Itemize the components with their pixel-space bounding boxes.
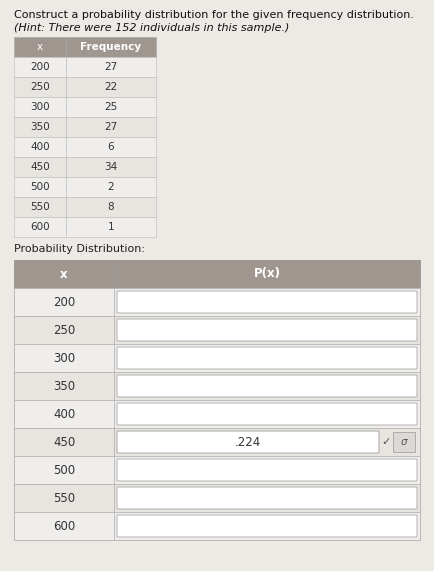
Bar xyxy=(66,117,156,137)
Bar xyxy=(14,428,114,456)
Text: 600: 600 xyxy=(53,520,75,533)
Bar xyxy=(14,372,114,400)
Bar xyxy=(14,137,66,157)
Text: 550: 550 xyxy=(53,492,75,505)
Bar xyxy=(14,260,114,288)
Text: .224: .224 xyxy=(235,436,261,448)
Bar xyxy=(66,157,156,177)
Text: 250: 250 xyxy=(53,324,75,336)
Text: P(x): P(x) xyxy=(253,267,280,280)
Text: 500: 500 xyxy=(53,464,75,477)
Bar xyxy=(114,316,420,344)
Text: 500: 500 xyxy=(30,182,50,192)
Text: 8: 8 xyxy=(108,202,114,212)
Text: 400: 400 xyxy=(53,408,75,420)
Bar xyxy=(14,77,66,97)
FancyBboxPatch shape xyxy=(117,459,417,481)
Bar xyxy=(114,344,420,372)
Bar xyxy=(14,37,66,57)
FancyBboxPatch shape xyxy=(117,403,417,425)
Text: 6: 6 xyxy=(108,142,114,152)
Bar xyxy=(66,57,156,77)
Text: 600: 600 xyxy=(30,222,50,232)
FancyBboxPatch shape xyxy=(117,515,417,537)
Bar xyxy=(114,288,420,316)
Bar xyxy=(14,157,66,177)
FancyBboxPatch shape xyxy=(117,291,417,313)
Text: Construct a probability distribution for the given frequency distribution.: Construct a probability distribution for… xyxy=(14,10,414,20)
Bar xyxy=(114,400,420,428)
Text: Probability Distribution:: Probability Distribution: xyxy=(14,244,145,254)
Bar xyxy=(114,456,420,484)
FancyBboxPatch shape xyxy=(117,375,417,397)
Bar xyxy=(66,217,156,237)
FancyBboxPatch shape xyxy=(117,487,417,509)
Text: 25: 25 xyxy=(104,102,118,112)
Bar xyxy=(14,400,114,428)
Bar xyxy=(14,217,66,237)
FancyBboxPatch shape xyxy=(117,347,417,369)
Bar xyxy=(14,197,66,217)
Bar xyxy=(114,372,420,400)
Text: 22: 22 xyxy=(104,82,118,92)
Text: 300: 300 xyxy=(53,352,75,364)
Text: 27: 27 xyxy=(104,122,118,132)
Bar xyxy=(14,288,114,316)
Bar xyxy=(66,177,156,197)
Bar xyxy=(14,512,114,540)
Text: σ: σ xyxy=(401,437,408,447)
Text: 350: 350 xyxy=(53,380,75,392)
Bar xyxy=(14,117,66,137)
Bar xyxy=(14,456,114,484)
Bar xyxy=(114,428,420,456)
Bar xyxy=(14,97,66,117)
Text: ✓: ✓ xyxy=(381,437,390,447)
Text: Frequency: Frequency xyxy=(80,42,141,52)
Bar xyxy=(66,37,156,57)
Text: 450: 450 xyxy=(53,436,75,448)
Text: 550: 550 xyxy=(30,202,50,212)
Bar xyxy=(14,344,114,372)
Bar xyxy=(14,316,114,344)
Text: 450: 450 xyxy=(30,162,50,172)
Text: x: x xyxy=(60,267,68,280)
FancyBboxPatch shape xyxy=(117,431,379,453)
Bar xyxy=(66,197,156,217)
Bar xyxy=(14,57,66,77)
Text: 1: 1 xyxy=(108,222,114,232)
Text: (Hint: There were 152 individuals in this sample.): (Hint: There were 152 individuals in thi… xyxy=(14,23,289,33)
Bar xyxy=(114,260,420,288)
Bar xyxy=(14,260,420,540)
FancyBboxPatch shape xyxy=(117,319,417,341)
Text: x: x xyxy=(37,42,43,52)
Bar xyxy=(14,484,114,512)
Text: 2: 2 xyxy=(108,182,114,192)
Text: 350: 350 xyxy=(30,122,50,132)
Text: 200: 200 xyxy=(53,296,75,308)
Bar xyxy=(114,512,420,540)
Bar xyxy=(66,137,156,157)
Text: 300: 300 xyxy=(30,102,50,112)
Text: 200: 200 xyxy=(30,62,50,72)
Bar xyxy=(114,484,420,512)
Text: 34: 34 xyxy=(104,162,118,172)
Bar xyxy=(66,97,156,117)
Text: 250: 250 xyxy=(30,82,50,92)
Bar xyxy=(66,77,156,97)
Bar xyxy=(14,177,66,197)
Text: 27: 27 xyxy=(104,62,118,72)
Text: 400: 400 xyxy=(30,142,50,152)
Bar xyxy=(393,432,415,452)
